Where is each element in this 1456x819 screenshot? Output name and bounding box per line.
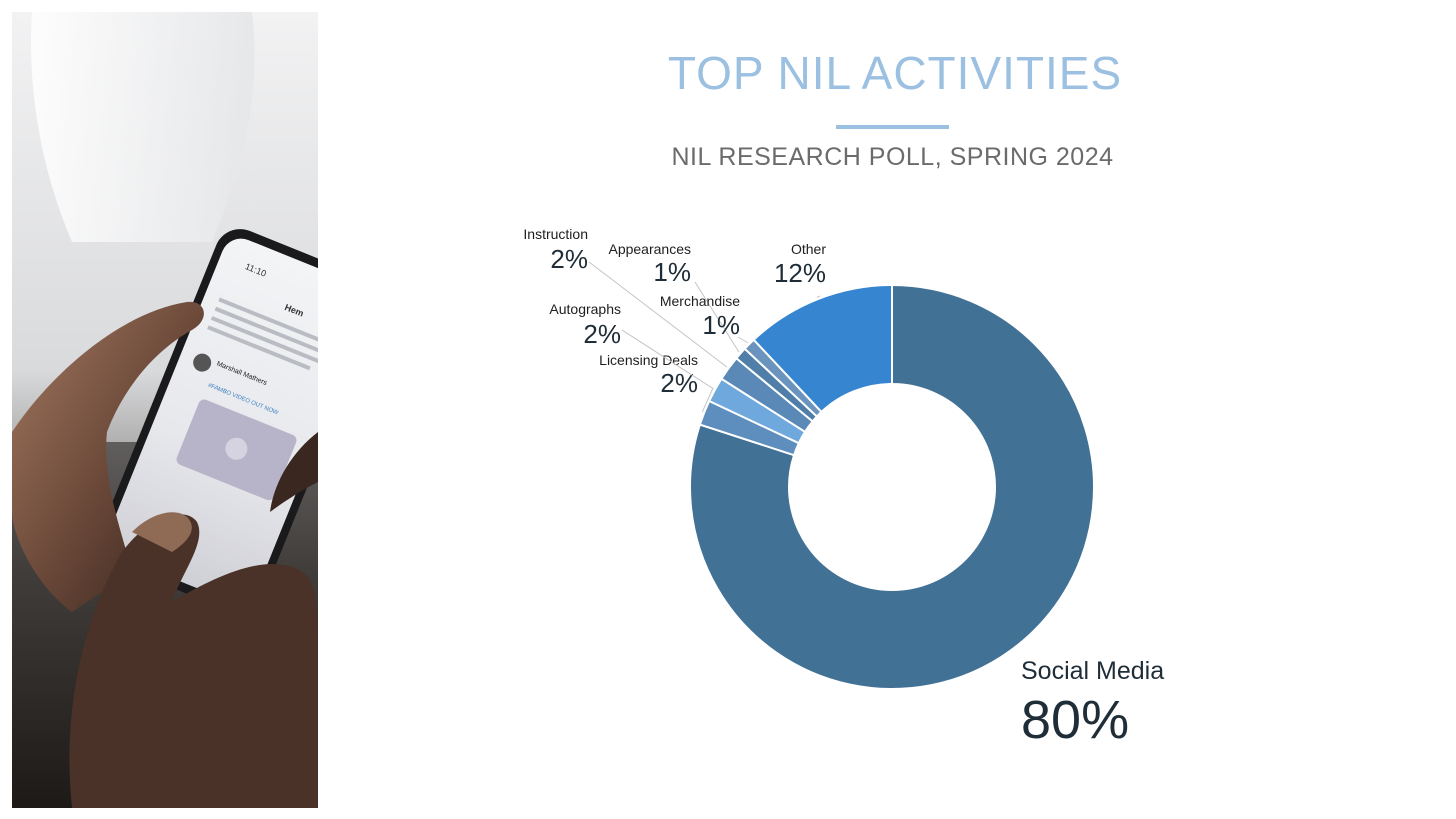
- label-value-instruction: 2%: [550, 244, 588, 274]
- label-name-other: Other: [791, 241, 826, 257]
- label-name-merchandise: Merchandise: [660, 293, 740, 309]
- label-name-autographs: Autographs: [549, 301, 621, 317]
- label-value-merchandise: 1%: [702, 310, 740, 340]
- label-name-appearances: Appearances: [608, 241, 691, 257]
- leader-line-other: [816, 295, 821, 298]
- title-divider: [836, 125, 949, 129]
- leader-line-autographs: [621, 329, 714, 390]
- slice-social-media: [689, 283, 1095, 690]
- chart-subtitle: NIL RESEARCH POLL, SPRING 2024: [671, 143, 1114, 171]
- label-value-social-media: 80%: [1021, 690, 1129, 750]
- label-name-social-media: Social Media: [1021, 657, 1164, 685]
- label-value-other: 12%: [774, 258, 826, 288]
- leader-line-merchandise: [737, 336, 749, 344]
- label-value-autographs: 2%: [583, 319, 621, 349]
- label-value-appearances: 1%: [653, 257, 691, 287]
- leader-line-instruction: [588, 261, 728, 368]
- slice-other: [752, 283, 893, 414]
- label-name-instruction: Instruction: [523, 226, 588, 242]
- label-value-licensing-deals: 2%: [660, 368, 698, 398]
- label-name-licensing-deals: Licensing Deals: [599, 352, 698, 368]
- hero-photo: 11:10 Hem Marshall Mathers #FAMBO VIDEO …: [12, 12, 318, 808]
- phone-photo-illustration: 11:10 Hem Marshall Mathers #FAMBO VIDEO …: [12, 12, 318, 808]
- leader-line-appearances: [694, 281, 740, 353]
- leader-line-licensing-deals: [701, 387, 714, 413]
- chart-title: TOP NIL ACTIVITIES: [667, 47, 1123, 99]
